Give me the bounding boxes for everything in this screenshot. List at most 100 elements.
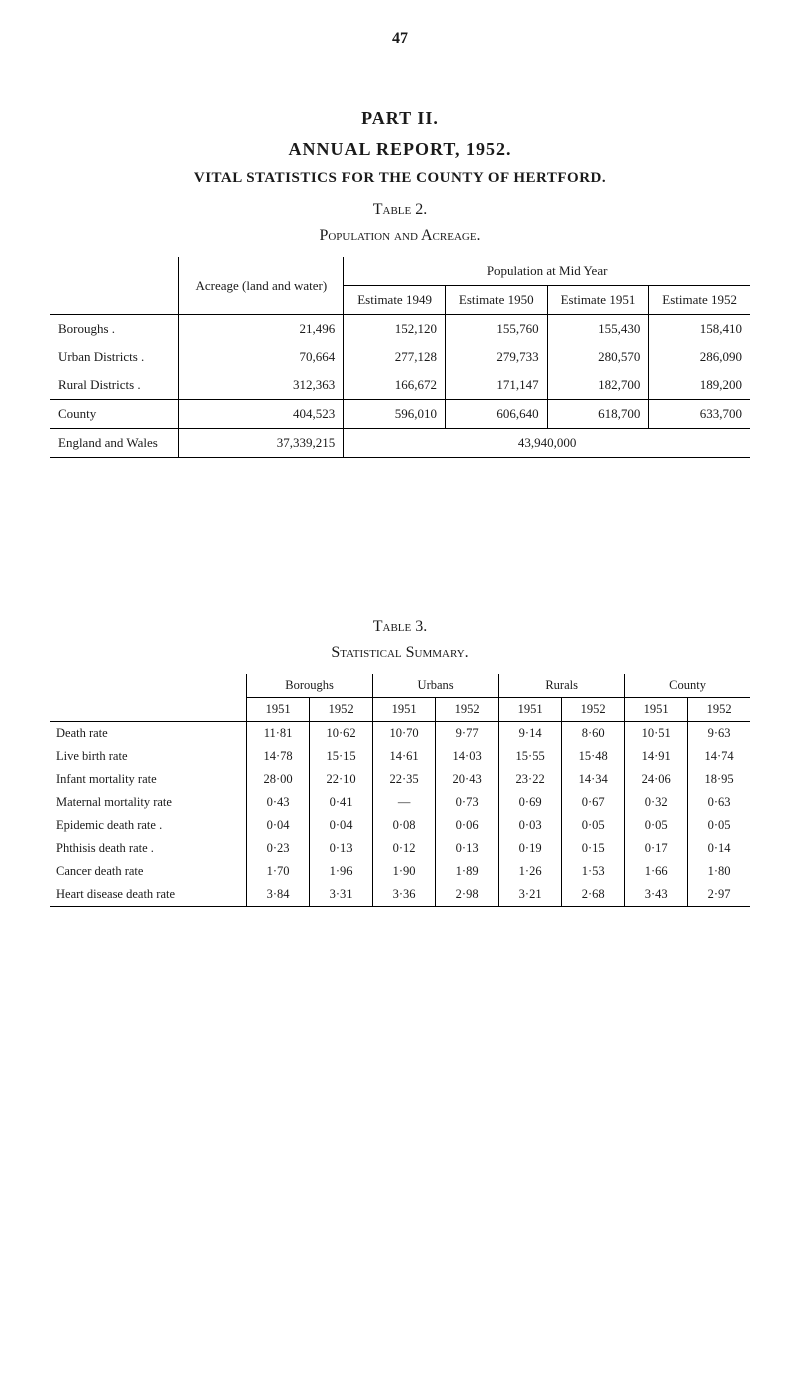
- data-cell: 15·15: [310, 745, 373, 768]
- data-cell: 0·12: [373, 837, 436, 860]
- data-cell: 286,090: [649, 343, 750, 371]
- data-cell: 2·68: [562, 883, 625, 907]
- table-row: Live birth rate 14·78 15·15 14·61 14·03 …: [50, 745, 750, 768]
- data-cell: 1·26: [499, 860, 562, 883]
- table-row: Death rate 11·81 10·62 10·70 9·77 9·14 8…: [50, 722, 750, 746]
- data-cell: 9·77: [436, 722, 499, 746]
- urbans-group-header: Urbans: [373, 674, 499, 698]
- table-row: Maternal mortality rate 0·43 0·41 — 0·73…: [50, 791, 750, 814]
- data-cell: 0·17: [625, 837, 688, 860]
- county-label: County: [50, 400, 179, 429]
- data-cell: 0·69: [499, 791, 562, 814]
- data-cell: 618,700: [547, 400, 649, 429]
- rural-districts-label: Rural Districts .: [50, 371, 179, 400]
- data-cell: 9·63: [688, 722, 750, 746]
- estimate-1949-header: Estimate 1949: [344, 286, 446, 315]
- data-cell: 3·31: [310, 883, 373, 907]
- urban-districts-label: Urban Districts .: [50, 343, 179, 371]
- data-cell: 1·53: [562, 860, 625, 883]
- data-cell: 10·51: [625, 722, 688, 746]
- county-group-header: County: [625, 674, 750, 698]
- data-cell: 0·19: [499, 837, 562, 860]
- table-3-caption: Statistical Summary.: [50, 644, 750, 662]
- data-cell: 23·22: [499, 768, 562, 791]
- data-cell: 3·43: [625, 883, 688, 907]
- epidemic-death-label: Epidemic death rate .: [50, 814, 247, 837]
- phthisis-death-label: Phthisis death rate .: [50, 837, 247, 860]
- data-cell: 22·35: [373, 768, 436, 791]
- data-cell: 0·04: [247, 814, 310, 837]
- data-cell: 14·78: [247, 745, 310, 768]
- boroughs-label: Boroughs .: [50, 315, 179, 344]
- data-cell: 189,200: [649, 371, 750, 400]
- annual-report-title: ANNUAL REPORT, 1952.: [50, 139, 750, 160]
- data-cell: 279,733: [445, 343, 547, 371]
- infant-mortality-label: Infant mortality rate: [50, 768, 247, 791]
- acreage-header: Acreage (land and water): [179, 257, 344, 315]
- table-2-label: Table 2.: [50, 201, 750, 219]
- data-cell: 3·84: [247, 883, 310, 907]
- data-cell: 0·05: [625, 814, 688, 837]
- year-header: 1951: [247, 698, 310, 722]
- year-header: 1952: [562, 698, 625, 722]
- data-cell: 0·41: [310, 791, 373, 814]
- data-cell: 0·63: [688, 791, 750, 814]
- death-rate-label: Death rate: [50, 722, 247, 746]
- table-3-label: Table 3.: [50, 618, 750, 636]
- data-cell: 0·23: [247, 837, 310, 860]
- year-header: 1951: [373, 698, 436, 722]
- data-cell: 8·60: [562, 722, 625, 746]
- data-cell: 0·03: [499, 814, 562, 837]
- data-cell: 1·70: [247, 860, 310, 883]
- data-cell: 15·55: [499, 745, 562, 768]
- data-cell: 158,410: [649, 315, 750, 344]
- table-row: Epidemic death rate . 0·04 0·04 0·08 0·0…: [50, 814, 750, 837]
- data-cell: 14·74: [688, 745, 750, 768]
- data-cell: 633,700: [649, 400, 750, 429]
- data-cell: 28·00: [247, 768, 310, 791]
- data-cell: 20·43: [436, 768, 499, 791]
- data-cell: 0·13: [436, 837, 499, 860]
- population-header: Population at Mid Year: [344, 257, 750, 286]
- data-cell: 0·05: [688, 814, 750, 837]
- page-number: 47: [50, 30, 750, 48]
- data-cell: 0·32: [625, 791, 688, 814]
- data-cell: 18·95: [688, 768, 750, 791]
- table-header-row: Acreage (land and water) Population at M…: [50, 257, 750, 286]
- data-cell: 182,700: [547, 371, 649, 400]
- boroughs-group-header: Boroughs: [247, 674, 373, 698]
- table-row: Infant mortality rate 28·00 22·10 22·35 …: [50, 768, 750, 791]
- data-cell: 312,363: [179, 371, 344, 400]
- table-row: Urban Districts . 70,664 277,128 279,733…: [50, 343, 750, 371]
- cancer-death-label: Cancer death rate: [50, 860, 247, 883]
- data-cell: 152,120: [344, 315, 446, 344]
- table-row: Phthisis death rate . 0·23 0·13 0·12 0·1…: [50, 837, 750, 860]
- data-cell: 3·36: [373, 883, 436, 907]
- data-cell: 0·14: [688, 837, 750, 860]
- table-row: England and Wales 37,339,215 43,940,000: [50, 429, 750, 458]
- year-header: 1951: [625, 698, 688, 722]
- statistical-summary-table: Boroughs Urbans Rurals County 1951 1952 …: [50, 674, 750, 907]
- table-2-caption: Population and Acreage.: [50, 227, 750, 245]
- data-cell: 14·61: [373, 745, 436, 768]
- data-cell: 10·62: [310, 722, 373, 746]
- year-header: 1951: [499, 698, 562, 722]
- data-cell: 70,664: [179, 343, 344, 371]
- maternal-mortality-label: Maternal mortality rate: [50, 791, 247, 814]
- data-cell: 2·98: [436, 883, 499, 907]
- data-cell: 21,496: [179, 315, 344, 344]
- data-cell: 14·91: [625, 745, 688, 768]
- data-cell: 14·34: [562, 768, 625, 791]
- data-cell: 1·89: [436, 860, 499, 883]
- table-row: County 404,523 596,010 606,640 618,700 6…: [50, 400, 750, 429]
- data-cell: 404,523: [179, 400, 344, 429]
- data-cell: 0·67: [562, 791, 625, 814]
- data-cell: 606,640: [445, 400, 547, 429]
- data-cell: 2·97: [688, 883, 750, 907]
- data-cell: 0·13: [310, 837, 373, 860]
- data-cell: 277,128: [344, 343, 446, 371]
- data-cell: 171,147: [445, 371, 547, 400]
- data-cell: 11·81: [247, 722, 310, 746]
- table-header-row: Boroughs Urbans Rurals County: [50, 674, 750, 698]
- england-wales-label: England and Wales: [50, 429, 179, 458]
